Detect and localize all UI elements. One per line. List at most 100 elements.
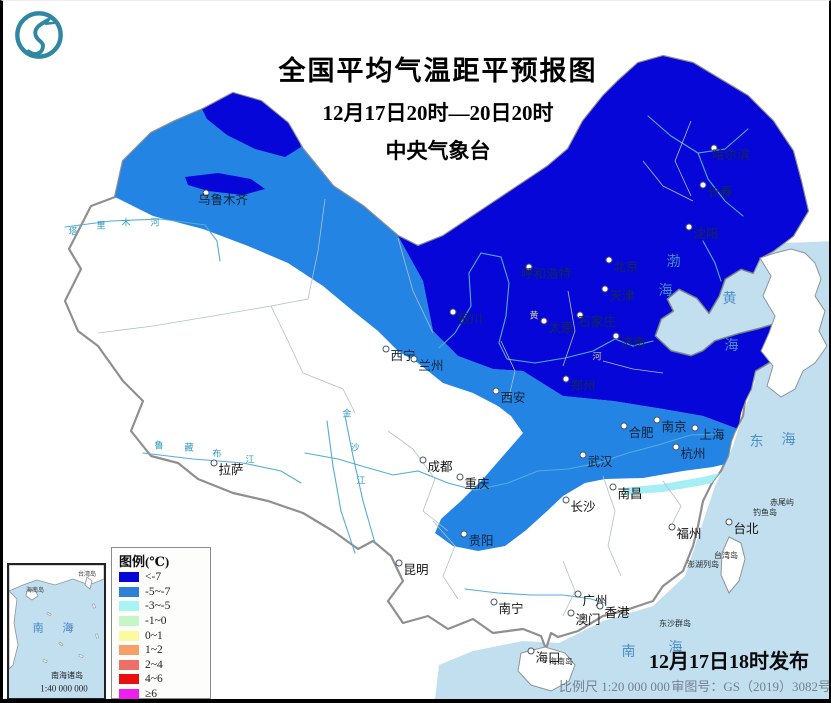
region-anomaly-neg5-neg7 <box>115 93 751 551</box>
agency-name: 中央气象台 <box>385 139 491 163</box>
cma-logo-icon <box>15 11 63 59</box>
city-label: 昆明 <box>403 562 429 577</box>
city-marker <box>562 496 570 504</box>
sea-label: 海 <box>724 339 740 354</box>
city-marker <box>202 189 210 197</box>
title-block: 全国平均气温距平预报图 12月17日20时—20日20时 中央气象台 <box>218 49 658 165</box>
city-label: 乌鲁木齐 <box>197 192 249 207</box>
legend-label: 0~1 <box>145 629 163 642</box>
city-marker <box>699 181 707 189</box>
city-marker <box>668 523 676 531</box>
river-label: 黄 <box>529 310 539 321</box>
taiwan-island <box>720 536 746 594</box>
city-label: 贵阳 <box>468 533 494 548</box>
legend-item: -5~-7 <box>119 585 210 600</box>
river-label: 木 <box>121 217 131 228</box>
legend-label: -1~0 <box>145 615 167 628</box>
sea-label: 黄 <box>722 292 738 307</box>
city-label: 北京 <box>613 259 639 274</box>
footer-meta: 比例尺 1:20 000 000 审图号：GS（2019）3082号 <box>559 676 829 695</box>
city-marker <box>492 387 500 395</box>
legend-item: ≥6 <box>119 687 210 699</box>
city-marker <box>685 223 693 231</box>
inset-scale-label: 1:40 000 000 <box>40 683 88 694</box>
city-marker <box>490 598 498 606</box>
legend-rows: <-7 -5~-7 -3~-5 -1~0 0~1 1~2 2~4 4~6 ≥6 <box>119 570 210 699</box>
city-label: 石家庄 <box>578 314 616 329</box>
rivers <box>64 115 749 604</box>
legend-swatch <box>119 645 139 656</box>
river-label: 沙 <box>350 442 360 453</box>
city-marker <box>574 590 582 598</box>
city-label: 银川 <box>457 311 483 326</box>
city-marker <box>609 483 617 491</box>
korea-landmass <box>759 248 828 398</box>
city-label: 哈尔滨 <box>712 147 750 162</box>
legend-item: 1~2 <box>119 643 210 658</box>
city-marker <box>382 345 390 353</box>
island-label: 东沙群岛 <box>659 619 691 628</box>
city-marker <box>612 332 620 340</box>
island-label: 钓鱼岛 <box>753 508 777 517</box>
city-marker <box>449 308 457 316</box>
city-label: 呼和浩特 <box>520 266 572 281</box>
city-marker <box>525 263 533 271</box>
map-title: 全国平均气温距平预报图 <box>278 56 598 86</box>
city-marker <box>601 285 609 293</box>
city-label: 西安 <box>500 390 526 405</box>
legend-swatch <box>119 601 139 612</box>
city-marker <box>460 530 468 538</box>
city-marker <box>579 451 587 459</box>
city-label: 南昌 <box>617 486 643 501</box>
city-label: 长春 <box>707 184 733 199</box>
island-label: 澎湖列岛 <box>687 560 719 569</box>
map-scale: 比例尺 1:20 000 000 <box>559 679 670 694</box>
island-label: 台湾岛 <box>714 551 738 560</box>
city-label: 南京 <box>661 419 687 434</box>
city-label: 南宁 <box>498 601 524 616</box>
legend-item: -3~-5 <box>119 599 210 614</box>
island-label: 赤尾屿 <box>770 498 794 507</box>
river-label: 江 <box>245 454 255 465</box>
city-label: 天津 <box>609 288 635 303</box>
city-label: 海口 <box>535 650 561 665</box>
city-marker <box>576 311 584 319</box>
city-marker <box>567 609 575 617</box>
legend-swatch <box>119 689 139 699</box>
island-label: 海南岛 <box>549 657 573 666</box>
sea-label: 渤 <box>666 255 682 270</box>
river-label: 塔 <box>68 226 78 237</box>
city-label: 成都 <box>427 459 453 474</box>
sea-label: 南 <box>621 645 637 660</box>
river-label: 金 <box>342 408 352 419</box>
city-label: 杭州 <box>680 446 706 461</box>
sea-label: 海 <box>668 641 684 656</box>
legend-item: 4~6 <box>119 672 210 687</box>
river-label: 鲁 <box>154 440 164 451</box>
city-label: 上海 <box>699 427 725 442</box>
legend-label: 2~4 <box>145 658 163 671</box>
city-marker <box>419 456 427 464</box>
city-label: 拉萨 <box>218 462 244 477</box>
legend-label: 4~6 <box>145 673 163 686</box>
legend-item: <-7 <box>119 570 210 585</box>
map-svg <box>63 54 829 699</box>
legend-swatch <box>119 572 139 583</box>
city-marker <box>605 256 613 264</box>
river-label: 河 <box>150 217 160 228</box>
city-marker <box>725 518 733 526</box>
city-label: 长沙 <box>570 499 596 514</box>
sea-label: 东 <box>749 435 765 450</box>
sea-label: 海 <box>658 284 674 299</box>
city-marker <box>653 416 661 424</box>
legend-label: 1~2 <box>145 644 163 657</box>
city-marker <box>672 443 680 451</box>
region-anomaly-lt-neg7-altai <box>199 91 301 157</box>
river-label: 布 <box>212 448 222 459</box>
issue-time: 12月17日18时发布 <box>649 651 809 673</box>
city-marker <box>456 473 464 481</box>
legend-item: 0~1 <box>119 628 210 643</box>
legend-swatch <box>119 674 139 685</box>
legend-swatch <box>119 616 139 627</box>
